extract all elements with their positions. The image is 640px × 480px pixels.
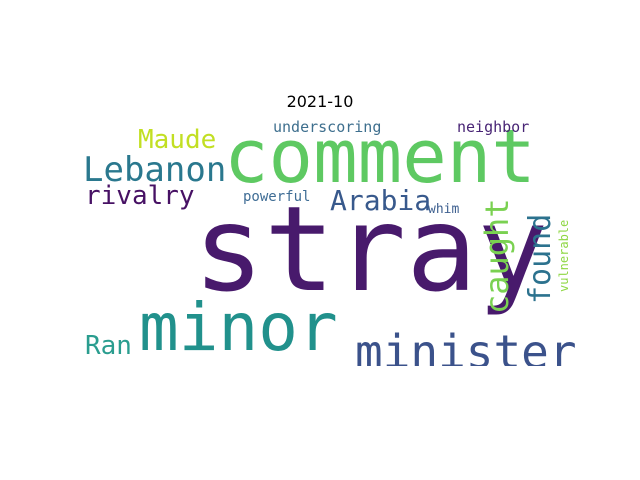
word-caught: caught [478, 198, 516, 314]
word-lebanon: Lebanon [83, 150, 226, 190]
word-rivalry: rivalry [85, 181, 195, 211]
word-found: found [523, 214, 558, 304]
word-underscoring: underscoring [273, 118, 381, 136]
word-whim: whim [428, 202, 459, 217]
word-stray: stray [193, 180, 548, 318]
word-comment: comment [224, 118, 536, 200]
word-powerful: powerful [243, 189, 310, 205]
chart-title: 2021-10 [286, 92, 354, 111]
word-maude: Maude [138, 125, 216, 155]
word-vulnerable: vulnerable [557, 220, 571, 292]
word-minister: minister [355, 325, 576, 366]
word-minor: minor [139, 289, 338, 366]
word-neighbor: neighbor [457, 118, 529, 136]
word-ran: Ran [85, 331, 132, 361]
word-arabia: Arabia [330, 184, 431, 217]
word-cloud-canvas: stray comment minor minister Lebanon caught fo… [80, 118, 576, 366]
